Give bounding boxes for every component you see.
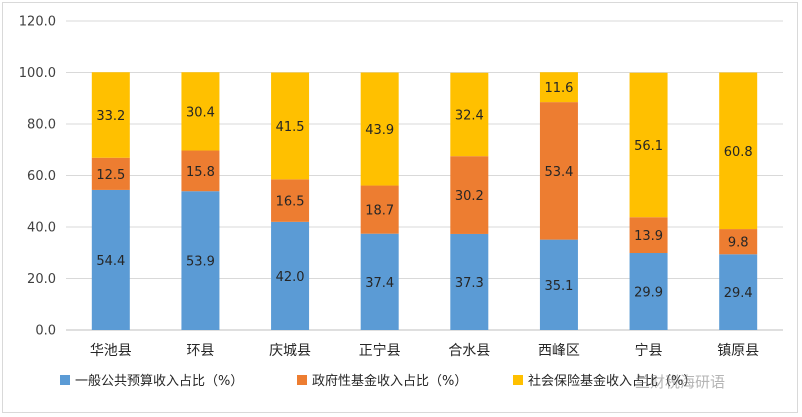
legend-swatch	[60, 375, 70, 385]
data-label: 41.5	[276, 120, 305, 135]
data-label: 56.1	[634, 139, 663, 154]
data-label: 53.9	[186, 255, 215, 270]
data-label: 29.9	[634, 286, 663, 301]
data-label: 30.2	[455, 189, 484, 204]
y-tick-label: 20.0	[27, 272, 56, 287]
bar-segment	[360, 185, 399, 234]
data-label: 12.5	[96, 168, 125, 183]
legend-label: 政府性基金收入占比（%）	[312, 373, 467, 389]
data-label: 37.4	[365, 276, 394, 291]
bars	[91, 72, 758, 330]
bar-segment	[91, 189, 130, 330]
y-tick-label: 0.0	[35, 324, 56, 339]
stacked-bar-chart: 0.0 20.0 40.0 60.0 80.0 100.0 120.0 54.4 12.5 33…	[19, 15, 783, 389]
bar-segment	[450, 72, 489, 157]
bar-segment	[181, 191, 220, 330]
bar-segment	[539, 239, 578, 330]
y-tick-label: 40.0	[27, 221, 56, 236]
data-labels: 54.4 12.5 33.2 53.9 15.8 30.4 42.0 16.5 41.5 37.4…	[96, 81, 752, 301]
x-category-label: 西峰区	[538, 343, 580, 359]
data-label: 53.4	[544, 165, 573, 180]
data-label: 37.3	[455, 276, 484, 291]
data-label: 35.1	[544, 279, 573, 294]
bar-segment	[629, 217, 668, 254]
gridlines	[66, 20, 783, 331]
bar-segment	[360, 72, 399, 186]
data-label: 29.4	[724, 286, 753, 301]
data-label: 15.8	[186, 165, 215, 180]
legend-label: 一般公共预算收入占比（%）	[75, 373, 243, 389]
bar-segment	[91, 72, 130, 158]
bar-segment	[539, 72, 578, 103]
bar-segment	[719, 229, 758, 255]
bar-segment	[719, 72, 758, 230]
y-tick-label: 100.0	[19, 66, 56, 81]
bar-segment	[629, 253, 668, 330]
data-label: 33.2	[96, 109, 125, 124]
x-category-label: 华池县	[90, 343, 132, 359]
x-category-label: 正宁县	[359, 342, 401, 359]
y-axis-ticks: 0.0 20.0 40.0 60.0 80.0 100.0 120.0	[19, 15, 56, 339]
bar-segment	[629, 72, 668, 218]
watermark-text: 兰财税海研语	[635, 373, 726, 391]
legend-label: 社会保险基金收入占比（%）	[528, 373, 696, 389]
bar-segment	[271, 72, 310, 180]
data-label: 32.4	[455, 108, 484, 123]
data-label: 9.8	[728, 236, 749, 251]
y-tick-label: 80.0	[27, 118, 56, 133]
bar-segment	[360, 233, 399, 330]
bar-segment	[181, 150, 220, 192]
x-category-label: 镇原县	[717, 343, 759, 359]
data-label: 60.8	[724, 145, 753, 160]
data-label: 42.0	[276, 270, 305, 285]
chart-frame: 0.0 20.0 40.0 60.0 80.0 100.0 120.0 54.4 12.5 33…	[2, 2, 798, 413]
x-category-label: 宁县	[635, 342, 663, 359]
x-category-label: 环县	[186, 343, 214, 359]
legend-swatch	[513, 375, 523, 385]
bar-segment	[450, 156, 489, 234]
data-label: 54.4	[96, 254, 125, 269]
data-label: 16.5	[276, 195, 305, 210]
data-label: 43.9	[365, 123, 394, 138]
x-category-label: 庆城县	[269, 343, 311, 359]
legend-swatch	[297, 375, 307, 385]
bar-segment	[450, 233, 489, 330]
bar-segment	[91, 157, 130, 190]
x-axis-categories: 华池县 环县 庆城县 正宁县 合水县 西峰区 宁县 镇原县	[90, 342, 759, 359]
data-label: 18.7	[365, 204, 394, 219]
x-category-label: 合水县	[448, 343, 490, 359]
data-label: 13.9	[634, 229, 663, 244]
bar-segment	[181, 72, 220, 151]
data-label: 11.6	[544, 81, 573, 96]
bar-segment	[539, 102, 578, 240]
bar-segment	[271, 179, 310, 222]
legend: 一般公共预算收入占比（%） 政府性基金收入占比（%） 社会保险基金收入占比（%）	[60, 373, 696, 389]
data-label: 30.4	[186, 105, 215, 120]
bar-segment	[271, 221, 310, 330]
bar-segment	[719, 254, 758, 330]
y-tick-label: 60.0	[27, 169, 56, 184]
y-tick-label: 120.0	[19, 15, 56, 30]
